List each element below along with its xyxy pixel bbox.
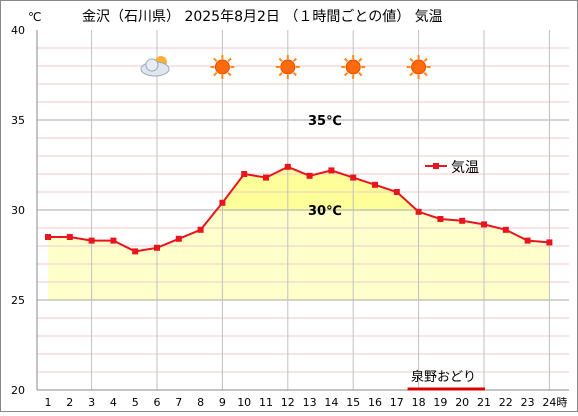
sun-disc: [345, 59, 361, 75]
x-tick-label: 17: [390, 396, 404, 409]
sun-ray: [358, 57, 363, 63]
temperature-point-14: [328, 167, 335, 174]
sun-icon: [341, 55, 366, 79]
x-tick-label: 22: [499, 396, 513, 409]
x-tick-label: 21: [477, 396, 491, 409]
x-tick-label: 1: [45, 396, 52, 409]
x-tick-label: 14: [324, 396, 338, 409]
legend-marker: [433, 163, 439, 169]
temperature-point-3: [88, 237, 95, 244]
temperature-point-20: [459, 217, 466, 224]
sun-ray: [423, 71, 428, 77]
temperature-point-17: [393, 189, 400, 195]
sun-ray: [227, 71, 232, 77]
sun-disc: [214, 59, 230, 75]
sun-disc: [411, 59, 427, 75]
y-tick-label: 20: [11, 384, 25, 397]
sun-ray: [344, 57, 349, 63]
cloud-puff: [145, 58, 159, 72]
temperature-point-12: [284, 163, 291, 170]
temperature-point-19: [437, 216, 444, 222]
x-tick-label: 10: [237, 396, 251, 409]
temperature-point-18: [415, 208, 422, 215]
y-tick-label: 35: [11, 114, 25, 127]
x-tick-label: 19: [433, 396, 447, 409]
sun-ray: [292, 71, 297, 77]
chart-title: 金沢（石川県） 2025年8月2日 （１時間ごとの値） 気温: [82, 9, 443, 25]
sun-ray: [213, 57, 218, 63]
temperature-point-11: [263, 174, 269, 181]
sun-ray: [213, 71, 218, 77]
sun-disc: [280, 59, 296, 75]
x-tick-label: 9: [219, 396, 226, 409]
x-tick-label: 23: [521, 396, 535, 409]
band-label-30: 30℃: [308, 204, 342, 219]
x-tick-label: 15: [346, 396, 360, 409]
x-tick-label: 16: [368, 396, 382, 409]
sun-ray: [278, 71, 283, 77]
x-tick-label: 24: [542, 396, 556, 409]
sun-icon: [406, 55, 431, 79]
temperature-point-5: [132, 248, 139, 255]
y-tick-label: 25: [11, 294, 25, 307]
sun-icon: [210, 55, 235, 79]
legend-label: 気温: [451, 160, 479, 176]
x-tick-label: 12: [281, 396, 295, 409]
temperature-point-6: [154, 244, 160, 251]
sun-ray: [358, 71, 363, 77]
x-tick-label: 20: [455, 396, 469, 409]
cloud-sun-icon: [140, 56, 170, 77]
x-axis-unit: 時: [556, 396, 567, 409]
temperature-point-15: [350, 174, 357, 181]
temperature-point-8: [197, 226, 204, 233]
x-tick-label: 7: [175, 396, 182, 409]
temperature-point-1: [45, 234, 51, 240]
sun-ray: [423, 57, 428, 63]
temperature-line: [48, 165, 550, 253]
temperature-point-10: [241, 171, 248, 177]
temperature-point-22: [502, 226, 509, 233]
x-tick-label: 5: [132, 396, 139, 409]
temperature-point-21: [481, 221, 487, 228]
sun-ray: [344, 71, 349, 77]
temperature-point-16: [372, 181, 378, 188]
temperature-point-23: [524, 237, 531, 244]
temperature-point-4: [110, 237, 117, 244]
temperature-point-7: [175, 235, 182, 242]
event-label: 泉野おどり: [411, 369, 476, 385]
y-tick-label: 40: [11, 24, 25, 37]
x-tick-label: 3: [88, 396, 95, 409]
temperature-point-9: [219, 199, 226, 206]
x-tick-label: 8: [197, 396, 204, 409]
sun-ray: [409, 71, 414, 77]
sun-ray: [292, 57, 297, 63]
x-tick-label: 2: [66, 396, 73, 409]
band-below-temperature: [48, 166, 550, 300]
temperature-point-13: [306, 172, 313, 179]
temperature-point-2: [66, 234, 73, 240]
sun-ray: [278, 57, 283, 63]
x-tick-label: 4: [110, 396, 117, 409]
y-tick-label: 30: [11, 204, 25, 217]
sun-ray: [409, 57, 414, 63]
sun-ray: [227, 57, 232, 63]
sun-icon: [275, 55, 300, 79]
x-tick-label: 11: [259, 396, 273, 409]
x-tick-label: 18: [412, 396, 426, 409]
band-label-35: 35℃: [308, 114, 342, 129]
temperature-point-24: [546, 239, 553, 246]
x-tick-label: 6: [154, 396, 161, 409]
x-tick-label: 13: [303, 396, 317, 409]
y-axis-unit: ℃: [28, 10, 41, 24]
